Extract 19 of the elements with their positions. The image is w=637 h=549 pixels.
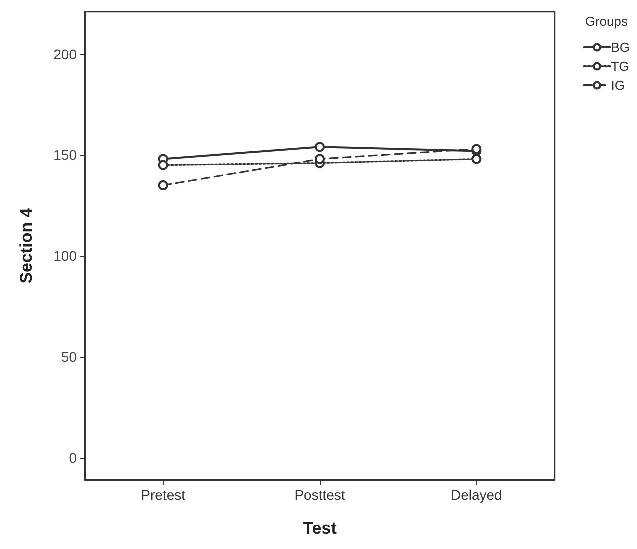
x-axis-title: Test bbox=[303, 519, 338, 538]
point bbox=[158, 160, 168, 170]
point bbox=[158, 180, 168, 190]
x-tick-label: Delayed bbox=[450, 487, 502, 503]
point bbox=[315, 154, 325, 164]
y-axis-title: Section 4 bbox=[17, 208, 36, 284]
legend-label: BG bbox=[611, 40, 630, 55]
legend-title: Groups bbox=[585, 14, 628, 29]
x-tick-label: Pretest bbox=[141, 487, 186, 503]
y-tick-label: 50 bbox=[61, 348, 78, 365]
y-tick-label: 0 bbox=[69, 450, 78, 466]
legend-label: IG bbox=[611, 78, 625, 93]
point bbox=[472, 154, 482, 164]
point bbox=[315, 142, 325, 152]
y-tick-label: 150 bbox=[54, 147, 78, 164]
y-tick-label: 100 bbox=[54, 248, 78, 264]
legend-label: TG bbox=[611, 59, 630, 74]
y-tick-label: 200 bbox=[54, 46, 78, 62]
x-tick-label: Posttest bbox=[294, 487, 346, 503]
